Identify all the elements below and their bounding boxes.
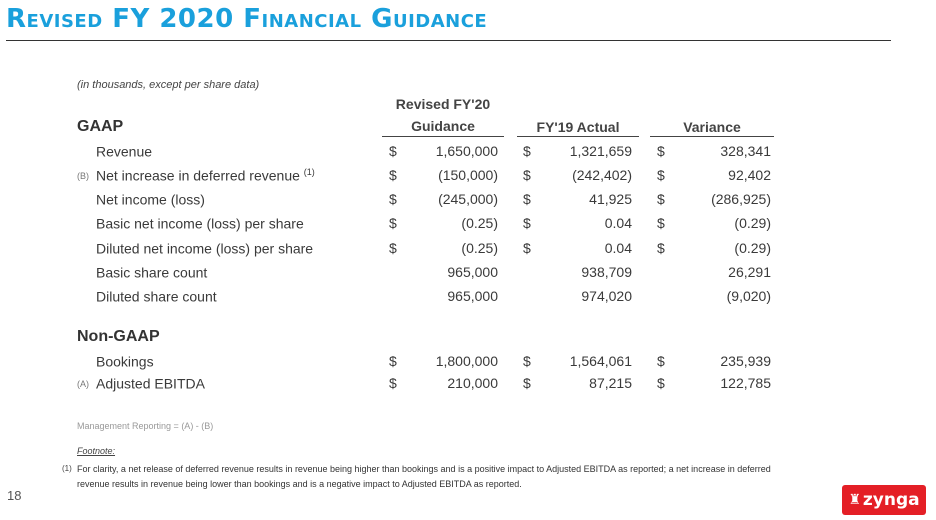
variance-value: (9,020) (726, 288, 771, 304)
table-row: Basic share count 965,000 938,709 26,291 (0, 264, 936, 286)
title-divider (6, 40, 891, 41)
actual-value: 1,564,061 (569, 353, 632, 369)
currency-symbol: $ (657, 353, 665, 369)
currency-symbol: $ (523, 353, 531, 369)
currency-symbol: $ (657, 167, 665, 183)
actual-value: 938,709 (581, 264, 632, 280)
currency-symbol: $ (523, 215, 531, 231)
row-label: Diluted net income (loss) per share (96, 240, 314, 257)
actual-value: 974,020 (581, 288, 632, 304)
footnote-marker: (1) (62, 464, 72, 473)
table-row: Basic net income (loss) per share $ (0.2… (0, 215, 936, 237)
currency-symbol: $ (657, 143, 665, 159)
currency-symbol: $ (523, 191, 531, 207)
col-header-guidance-underline (382, 136, 504, 137)
guidance-value: 1,800,000 (435, 353, 498, 369)
row-label: Net increase in deferred revenue (1) (96, 167, 315, 184)
guidance-value: (150,000) (438, 167, 498, 183)
currency-symbol: $ (389, 375, 397, 391)
row-label: Adjusted EBITDA (96, 375, 205, 392)
management-reporting-note: Management Reporting = (A) - (B) (77, 421, 214, 431)
currency-symbol: $ (389, 167, 397, 183)
col-header-variance: Variance (683, 119, 741, 135)
table-row: Bookings $ 1,800,000 $ 1,564,061 $ 235,9… (0, 353, 936, 375)
currency-symbol: $ (657, 375, 665, 391)
actual-value: 41,925 (589, 191, 632, 207)
variance-value: (286,925) (711, 191, 771, 207)
row-label: Bookings (96, 353, 154, 370)
currency-symbol: $ (389, 353, 397, 369)
gaap-heading: GAAP (77, 118, 124, 135)
guidance-value: (245,000) (438, 191, 498, 207)
guidance-value: (0.25) (461, 215, 498, 231)
zynga-dog-icon: ♜ (848, 492, 861, 508)
variance-value: 328,341 (720, 143, 771, 159)
col-header-actual-underline (517, 136, 639, 137)
currency-symbol: $ (523, 375, 531, 391)
col-header-guidance-line2: Guidance (411, 118, 475, 134)
zynga-logo: ♜ zynga (842, 485, 926, 515)
variance-value: 26,291 (728, 264, 771, 280)
actual-value: 87,215 (589, 375, 632, 391)
actual-value: 1,321,659 (569, 143, 632, 159)
currency-symbol: $ (389, 240, 397, 256)
table-row: Diluted net income (loss) per share $ (0… (0, 240, 936, 262)
table-row: Net income (loss) $ (245,000) $ 41,925 $… (0, 191, 936, 213)
page-title: Revised FY 2020 Financial Guidance (6, 4, 488, 34)
guidance-value: 965,000 (447, 264, 498, 280)
actual-value: (242,402) (572, 167, 632, 183)
actual-value: 0.04 (604, 215, 632, 231)
logo-text: zynga (862, 490, 920, 510)
variance-value: (0.29) (734, 240, 771, 256)
guidance-value: 1,650,000 (435, 143, 498, 159)
currency-symbol: $ (657, 215, 665, 231)
variance-value: 122,785 (720, 375, 771, 391)
col-header-variance-underline (650, 136, 774, 137)
col-header-guidance-line1: Revised FY'20 (395, 96, 491, 112)
row-label: Revenue (96, 143, 153, 160)
variance-value: (0.29) (734, 215, 771, 231)
guidance-value: (0.25) (461, 240, 498, 256)
table-row: Diluted share count 965,000 974,020 (9,0… (0, 288, 936, 310)
footnote-heading: Footnote: (77, 446, 116, 456)
variance-value: 92,402 (728, 167, 771, 183)
row-tag: (B) (77, 171, 89, 181)
non-gaap-heading: Non-GAAP (77, 328, 160, 345)
row-tag: (A) (77, 379, 89, 389)
row-label: Net income (loss) (96, 191, 205, 208)
currency-symbol: $ (657, 191, 665, 207)
table-row: Revenue $ 1,650,000 $ 1,321,659 $ 328,34… (0, 143, 936, 165)
table-row: (A) Adjusted EBITDA $ 210,000 $ 87,215 $… (0, 375, 936, 397)
footnote-text: For clarity, a net release of deferred r… (77, 464, 771, 489)
page-number: 18 (7, 488, 22, 503)
currency-symbol: $ (523, 143, 531, 159)
row-label: Basic net income (loss) per share (96, 215, 304, 232)
col-header-actual: FY'19 Actual (536, 119, 620, 135)
currency-symbol: $ (389, 143, 397, 159)
footnote-ref: (1) (303, 167, 315, 177)
row-label: Basic share count (96, 264, 208, 281)
currency-symbol: $ (389, 191, 397, 207)
units-note: (in thousands, except per share data) (77, 79, 260, 91)
currency-symbol: $ (523, 240, 531, 256)
guidance-value: 210,000 (447, 375, 498, 391)
currency-symbol: $ (523, 167, 531, 183)
actual-value: 0.04 (604, 240, 632, 256)
guidance-value: 965,000 (447, 288, 498, 304)
currency-symbol: $ (657, 240, 665, 256)
variance-value: 235,939 (720, 353, 771, 369)
table-row: (B) Net increase in deferred revenue (1)… (0, 167, 936, 189)
row-label: Diluted share count (96, 288, 217, 305)
currency-symbol: $ (389, 215, 397, 231)
